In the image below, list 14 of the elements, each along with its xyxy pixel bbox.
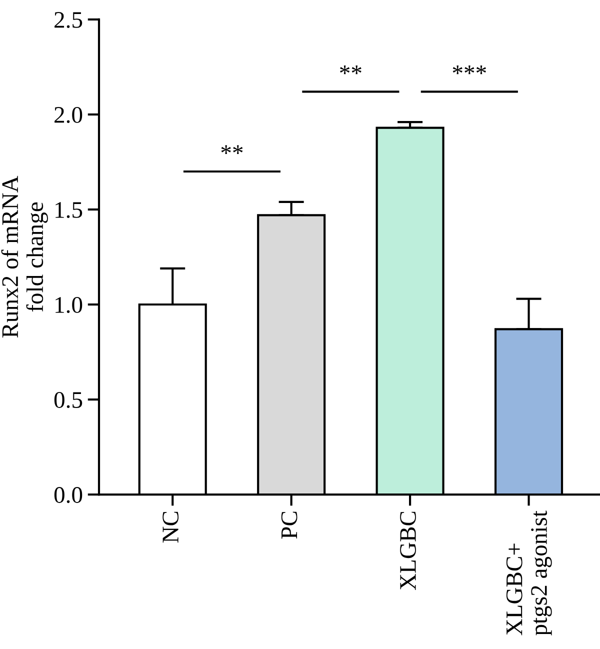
x-tick-label: XLGBC [400,512,416,590]
y-tick-label: 1.0 [56,297,82,314]
y-tick-label: 1.5 [56,202,82,218]
x-tick-label: NC [162,512,179,543]
y-tick-label: 0.5 [54,392,82,408]
annotation: ** [221,145,243,154]
y-tick-label: 2.0 [54,106,82,124]
annotation: ** [340,65,362,74]
x-tick-label: XLGBC+ ptgs2 agonist [506,510,552,636]
annotation: *** [452,65,486,74]
y-tick-label: 0.0 [54,487,82,504]
x-tick-label: PC [281,512,298,539]
y-axis-title: Runx2 of mRNA fold change [1,176,48,338]
y-tick-label: 2.5 [54,12,82,28]
